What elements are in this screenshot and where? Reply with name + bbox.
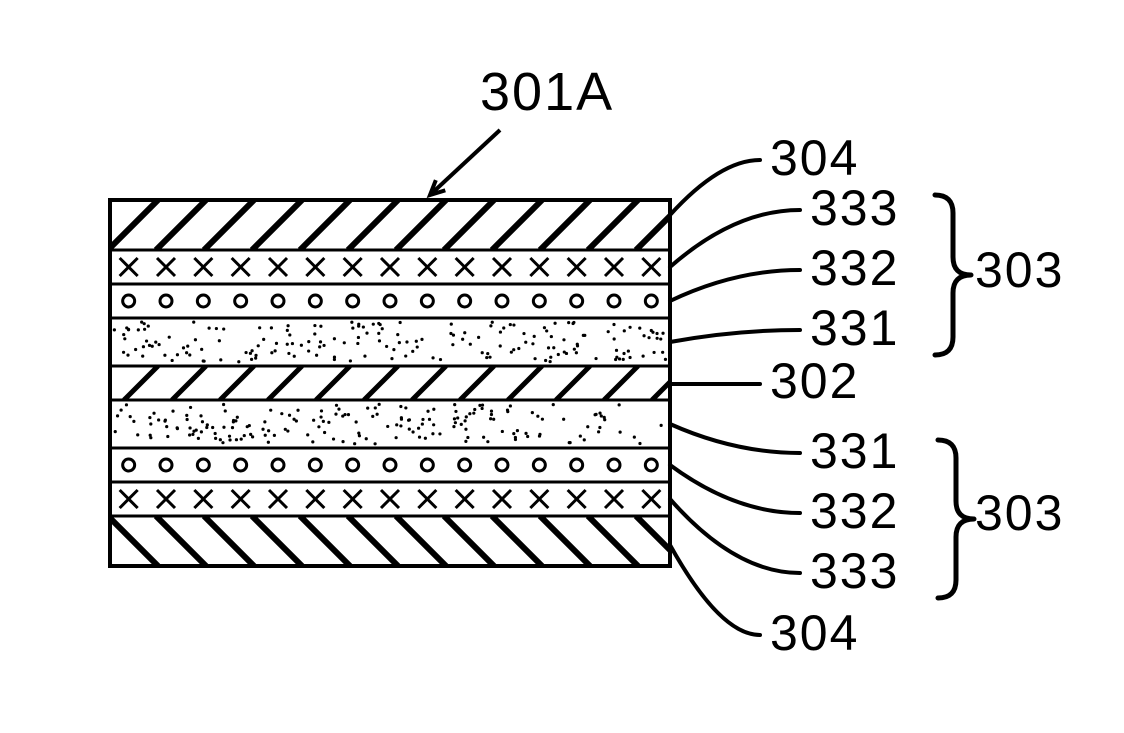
reference-label: 331 [810,423,899,479]
layer-top_333 [110,250,670,284]
group-label: 303 [975,242,1064,298]
layer-bot_331 [110,400,670,448]
reference-label: 332 [810,240,899,296]
reference-label: 304 [770,130,859,186]
assembly-title: 301A [480,62,614,122]
layer-top_331 [110,318,670,366]
layer-bot_332 [110,448,670,482]
reference-label: 331 [810,300,899,356]
layer-top_332 [110,284,670,318]
layer-bot_304 [12,516,734,566]
reference-label: 332 [810,483,899,539]
reference-label: 333 [810,543,899,599]
reference-label: 302 [770,353,859,409]
reference-label: 304 [770,605,859,661]
group-label: 303 [975,485,1064,541]
layer-mid_302 [28,366,734,400]
layer-bot_333 [110,482,670,516]
layer-stack [12,200,734,566]
layer-top_304 [12,200,734,250]
reference-label: 333 [810,180,899,236]
